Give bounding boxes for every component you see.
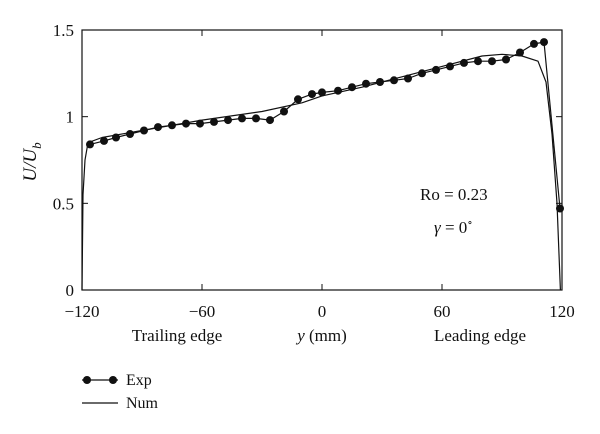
series-exp-marker (516, 48, 524, 57)
series-exp-marker (308, 90, 316, 99)
series-exp-marker (404, 74, 412, 83)
legend-exp-label: Exp (126, 372, 152, 389)
series-exp-marker (488, 57, 496, 66)
series-exp-marker (238, 114, 246, 123)
series-exp-marker (252, 114, 260, 123)
leading-edge-label: Leading edge (434, 326, 526, 345)
series-exp-marker (390, 76, 398, 85)
axis-ticks: −120 −60 0 60 120 0 0.5 1 1.5 (53, 21, 575, 321)
y-tick-label: 1.5 (53, 21, 74, 40)
series-exp-marker (196, 119, 204, 128)
series-exp-marker (182, 119, 190, 128)
legend: Exp Num (82, 372, 159, 412)
y-axis-label-main: U/U (20, 148, 41, 182)
series-layer (81, 38, 564, 291)
series-exp-marker (556, 204, 564, 213)
x-tick-label: 0 (318, 302, 327, 321)
trailing-edge-label: Trailing edge (132, 326, 223, 345)
series-exp-marker (318, 88, 326, 97)
series-exp-marker (154, 123, 162, 132)
series-exp-marker (540, 38, 548, 47)
legend-num-label: Num (126, 395, 159, 412)
series-exp-marker (126, 130, 134, 138)
gamma-value: = 0 (441, 218, 468, 237)
y-tick-label: 0.5 (53, 194, 74, 213)
series-exp-marker (474, 57, 482, 66)
legend-exp-marker-right (109, 376, 117, 384)
series-exp-marker (502, 55, 510, 64)
gamma-symbol: γ (434, 218, 442, 237)
series-exp-marker (280, 107, 288, 116)
series-exp-marker (210, 117, 218, 126)
gamma-degree: ∘ (467, 217, 472, 229)
y-axis-label: U/Ub (20, 142, 44, 182)
series-exp-marker (294, 95, 302, 104)
x-axis-label-var: y (295, 326, 305, 345)
x-tick-label: 60 (434, 302, 451, 321)
x-tick-label: −120 (64, 302, 99, 321)
x-tick-label: 120 (549, 302, 575, 321)
series-exp-marker (224, 116, 232, 125)
series-exp-marker (266, 116, 274, 125)
y-tick-label: 1 (66, 108, 75, 127)
y-tick-label: 0 (66, 281, 75, 300)
x-tick-label: −60 (189, 302, 216, 321)
series-exp-marker (100, 136, 108, 145)
gamma-annotation: γ = 0∘ (434, 217, 473, 237)
series-num-line (81, 53, 561, 291)
plot-frame (81, 29, 563, 291)
x-axis-label-unit: (mm) (305, 326, 347, 345)
x-axis-label: y (mm) (295, 326, 347, 345)
series-exp-marker (530, 39, 538, 48)
y-axis-label-subscript: b (29, 142, 44, 149)
legend-exp-marker-left (83, 376, 91, 384)
ro-annotation: Ro = 0.23 (420, 185, 488, 204)
